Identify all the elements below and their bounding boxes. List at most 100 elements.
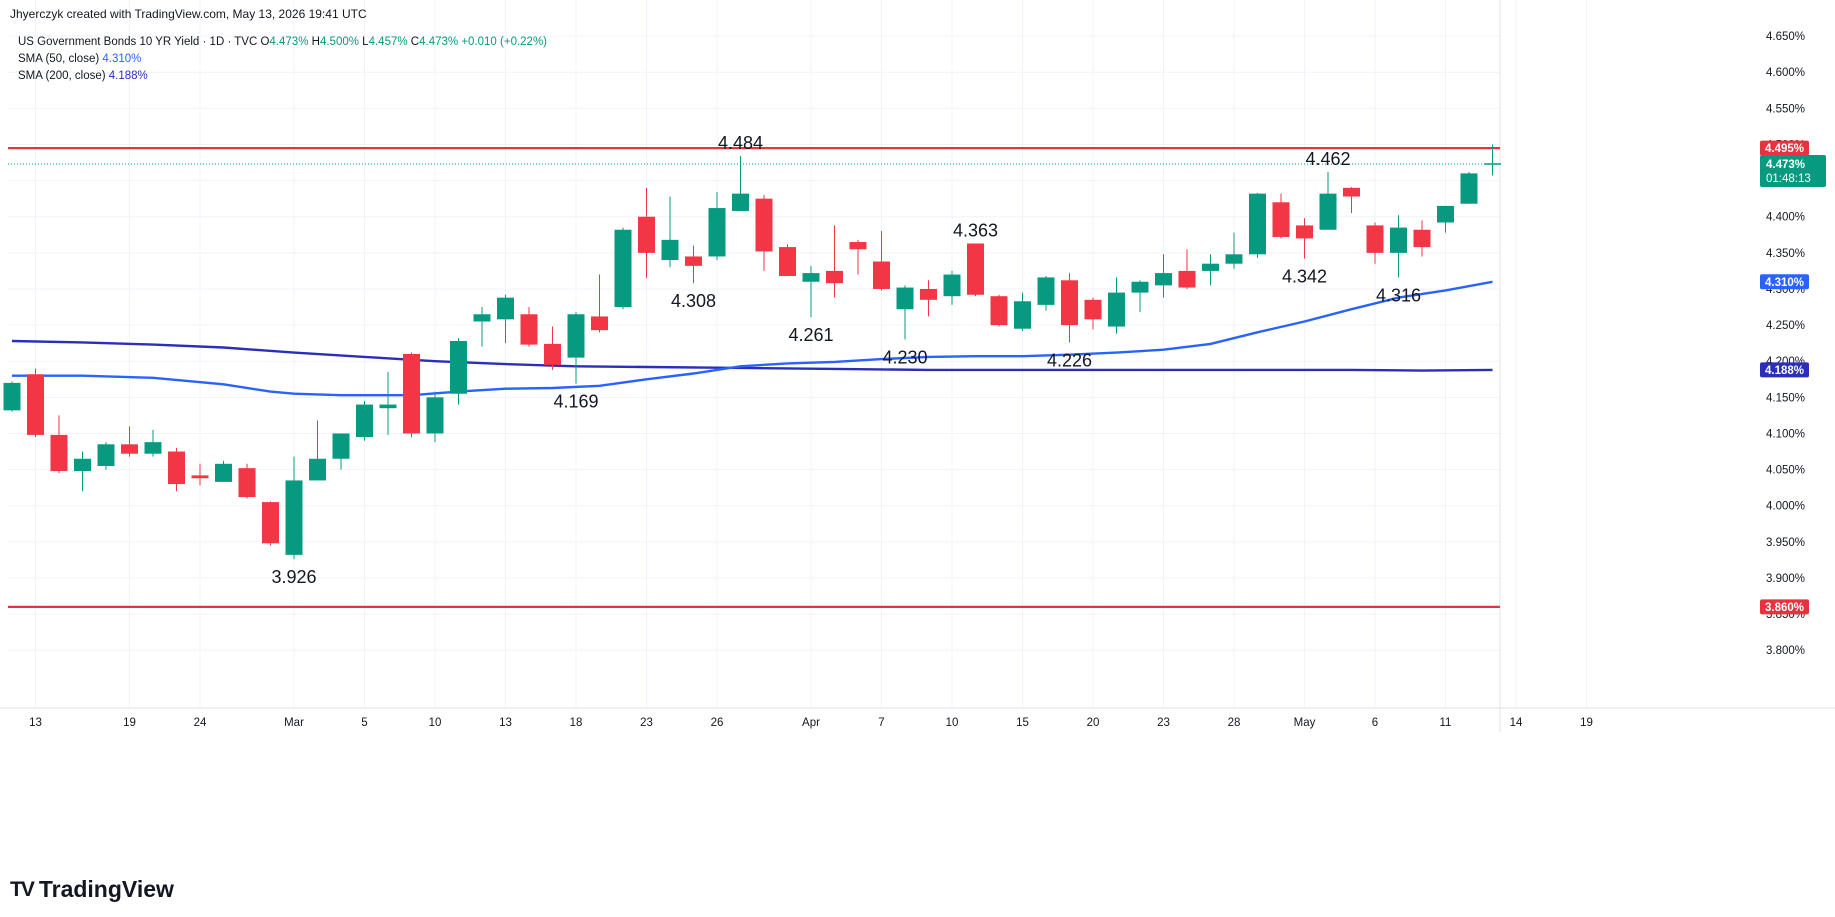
- sma200-price-tag[interactable]: 4.188%: [1760, 362, 1809, 378]
- time-axis-tick-label: 11: [1440, 717, 1452, 729]
- candle: [238, 463, 256, 499]
- candle-body: [661, 239, 679, 261]
- tradingview-logo[interactable]: TV TradingView: [10, 876, 174, 903]
- price-axis-tick-label: 4.150%: [1766, 392, 1805, 404]
- candle: [1202, 254, 1219, 286]
- candle-body: [896, 287, 914, 310]
- candle: [544, 326, 561, 370]
- last-price-tag[interactable]: 4.473% 01:48:13: [1760, 154, 1826, 187]
- candle: [1178, 249, 1196, 289]
- candle-body: [967, 243, 984, 295]
- time-axis-tick-label: 15: [1016, 717, 1029, 729]
- candle-body: [1155, 273, 1172, 286]
- candle-body: [708, 208, 726, 257]
- candle-body: [1319, 193, 1337, 230]
- candle-body: [779, 247, 796, 276]
- price-axis-tick-label: 4.250%: [1766, 320, 1805, 332]
- sma200-price-tag-label: 4.188%: [1765, 365, 1804, 377]
- price-annotation-label: 4.462: [1305, 149, 1350, 169]
- candle: [332, 433, 350, 470]
- candle: [802, 265, 820, 318]
- candle: [309, 420, 326, 481]
- time-axis-tick-label: 24: [194, 717, 207, 729]
- time-axis-tick-label: 19: [123, 717, 136, 729]
- candle-body: [1366, 225, 1384, 253]
- candle-body: [1437, 205, 1454, 223]
- candle: [426, 391, 444, 443]
- candle-body: [614, 229, 632, 308]
- time-axis-tick-label: 5: [361, 717, 367, 729]
- price-annotations: 4.484 4.308 4.261 4.169 3.926 4.230 4.363 4.226…: [271, 133, 1421, 587]
- candle: [1061, 273, 1078, 343]
- candle-body: [450, 340, 467, 394]
- candle: [1131, 280, 1149, 313]
- time-axis-tick-label: Mar: [284, 717, 304, 729]
- candle: [1413, 220, 1431, 257]
- candle-body: [379, 404, 397, 409]
- candle: [1319, 171, 1337, 230]
- level-price-tag[interactable]: 4.495%: [1760, 140, 1809, 156]
- sma50-label: SMA (50, close): [18, 53, 100, 65]
- candle-body: [121, 444, 138, 454]
- price-annotation-label: 4.261: [788, 325, 833, 345]
- time-axis-tick-label: 18: [570, 717, 583, 729]
- candle: [567, 312, 585, 384]
- candle: [191, 463, 209, 486]
- candle-body: [1014, 301, 1031, 329]
- tradingview-logo-icon: TV: [10, 877, 35, 901]
- level-price-tag-label: 3.860%: [1765, 602, 1804, 614]
- candle-body: [849, 242, 867, 250]
- tradingview-logo-text: TradingView: [38, 876, 174, 902]
- price-axis-tick-label: 3.950%: [1766, 537, 1805, 549]
- sma200-legend-row[interactable]: SMA (200, close) 4.188%: [18, 68, 547, 85]
- price-annotation-label: 3.926: [271, 567, 316, 587]
- candle-body: [238, 468, 256, 498]
- price-axis-tick-label: 4.100%: [1766, 428, 1805, 440]
- candle: [990, 294, 1008, 327]
- candle: [1272, 193, 1290, 239]
- candle: [473, 307, 491, 347]
- candle: [1437, 205, 1454, 233]
- candle-body: [685, 256, 702, 266]
- candle-body: [50, 434, 68, 472]
- candle: [356, 400, 373, 441]
- candle-body: [1249, 193, 1266, 255]
- time-axis-tick-label: 19: [1580, 717, 1593, 729]
- candle: [403, 352, 420, 438]
- ohlc-open-value: 4.473%: [269, 36, 309, 48]
- candle: [144, 429, 162, 457]
- symbol-title: US Government Bonds 10 YR Yield · 1D · T…: [18, 36, 258, 48]
- time-axis-tick-label: May: [1294, 717, 1316, 729]
- time-axis-tick-label: 14: [1510, 717, 1523, 729]
- candle: [1155, 254, 1172, 298]
- candle-body: [1296, 225, 1313, 239]
- price-axis-tick-label: 3.900%: [1766, 573, 1805, 585]
- sma50-value: 4.310%: [102, 53, 142, 65]
- price-axis-tick-label: 4.650%: [1766, 31, 1805, 43]
- time-axis-tick-label: 13: [29, 717, 42, 729]
- candle: [27, 368, 44, 438]
- sma50-price-tag[interactable]: 4.310%: [1760, 274, 1809, 290]
- candle: [74, 451, 91, 492]
- candle: [943, 270, 961, 305]
- time-axis[interactable]: 13 19 24 Mar 5 10 13 18 23 26 Apr 7 10 15 20 23 28 May 6 11…: [29, 717, 1593, 729]
- level-price-tag[interactable]: 3.860%: [1760, 599, 1809, 615]
- candle: [1390, 215, 1407, 278]
- candle: [121, 426, 138, 457]
- candle: [379, 372, 397, 435]
- candle-body: [873, 261, 890, 289]
- sma200-label: SMA (200, close): [18, 70, 106, 82]
- candle-body: [1413, 229, 1431, 248]
- symbol-legend-row[interactable]: US Government Bonds 10 YR Yield · 1D · T…: [18, 34, 547, 51]
- candle-body: [27, 374, 44, 435]
- candle: [497, 294, 514, 344]
- price-change: +0.010 (+0.22%): [461, 36, 547, 48]
- candle: [285, 456, 303, 560]
- price-axis-tick-label: 4.000%: [1766, 501, 1805, 513]
- price-axis[interactable]: 3.800%3.850%3.900%3.950%4.000%4.050%4.10…: [1760, 31, 1826, 657]
- sma50-legend-row[interactable]: SMA (50, close) 4.310%: [18, 51, 547, 68]
- candle-body: [520, 314, 538, 345]
- candle: [1366, 222, 1384, 264]
- candle-body: [1061, 280, 1078, 326]
